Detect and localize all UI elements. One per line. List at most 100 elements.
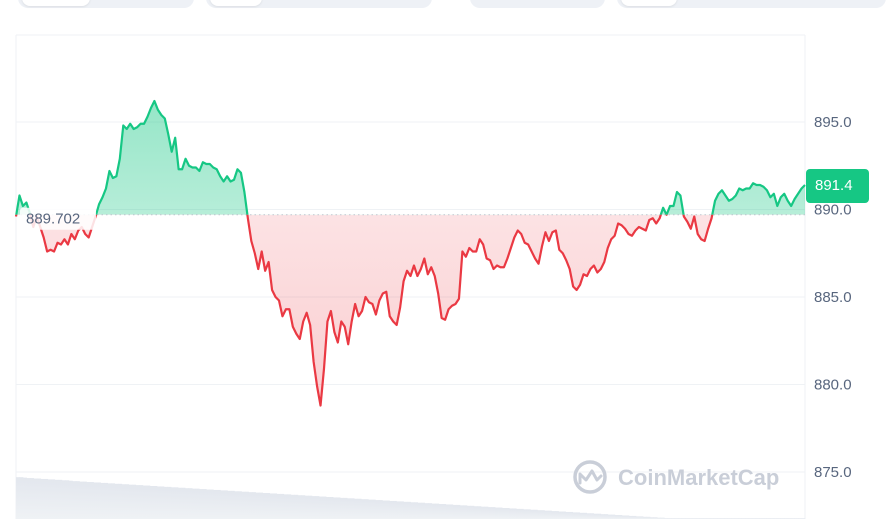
tab-group-middle[interactable] (206, 0, 432, 8)
volume-bar (287, 494, 292, 519)
volume-bar (255, 492, 260, 519)
volume-bar (276, 493, 281, 519)
volume-bar (579, 512, 584, 519)
volume-bar (72, 481, 77, 519)
volume-bar (487, 507, 492, 519)
volume-bar (357, 498, 362, 519)
volume-bar (368, 499, 373, 519)
volume-bar (58, 479, 63, 519)
volume-bar (459, 505, 464, 519)
volume-bar (178, 487, 182, 519)
y-tick-label: 875.0 (814, 464, 852, 481)
volume-bar (537, 510, 542, 519)
volume-bar (463, 505, 468, 519)
volume-bar (519, 508, 524, 519)
volume-bar (47, 479, 52, 519)
volume-bar (583, 512, 588, 519)
volume-bar (19, 477, 24, 519)
volume-bar (167, 486, 172, 519)
volume-bar (104, 482, 108, 519)
volume-bar (132, 484, 137, 519)
volume-bar (230, 490, 235, 519)
volume-bar (495, 507, 499, 519)
y-tick-label: 880.0 (814, 377, 852, 394)
volume-bar (329, 497, 334, 519)
volume-bar (280, 493, 285, 519)
tab-group-left[interactable] (18, 0, 194, 8)
volume-bar (530, 509, 535, 519)
volume-bar (227, 490, 232, 519)
time-range-tabs (0, 0, 886, 10)
volume-bar (216, 489, 221, 519)
volume-bar (442, 504, 447, 519)
volume-bar (354, 498, 359, 519)
volume-bar (37, 478, 42, 519)
volume-bar (181, 487, 186, 519)
reference-label-text: 889.702 (26, 211, 80, 228)
volume-bar (297, 495, 302, 519)
volume-bar (414, 502, 418, 519)
volume-bar (523, 509, 528, 519)
volume-bar (607, 514, 612, 519)
volume-bar (551, 511, 556, 519)
volume-bar (259, 492, 263, 519)
volume-bar (361, 499, 366, 519)
volume-bar (350, 498, 355, 519)
volume-bar (431, 503, 436, 519)
volume-bar (93, 482, 98, 519)
volume-bar (202, 489, 207, 519)
volume-bar (491, 507, 496, 519)
volume-bar (632, 515, 637, 519)
volume-bar (23, 477, 27, 519)
volume-bar (600, 514, 605, 519)
y-axis: 895.0 890.0 885.0 880.0 875.0 (814, 114, 852, 481)
volume-bar (611, 514, 616, 519)
volume-bar (456, 504, 461, 519)
volume-bar (445, 504, 450, 519)
volume-bar (614, 515, 619, 519)
volume-bar (410, 502, 415, 519)
volume-bar (428, 503, 433, 519)
volume-bar (336, 497, 341, 519)
volume-bar (188, 488, 193, 519)
volume-bar (502, 508, 507, 519)
volume-bar (364, 499, 369, 519)
tab-active-left[interactable] (22, 0, 90, 6)
volume-bar (382, 500, 387, 519)
volume-bar (174, 487, 179, 519)
volume-bar (139, 485, 144, 519)
volume-bar (473, 506, 478, 519)
volume-bar (111, 483, 116, 519)
volume-bar (604, 514, 609, 519)
volume-bar (54, 479, 59, 519)
volume-bar (251, 492, 256, 519)
volume-bar (540, 510, 545, 519)
volume-bar (294, 494, 299, 519)
tab-active-middle[interactable] (210, 0, 262, 6)
volume-bar (618, 515, 623, 519)
volume-bar (417, 502, 422, 519)
current-price-badge: 891.4 (806, 169, 869, 203)
area-fill-below-reference (16, 214, 805, 406)
y-tick-label: 885.0 (814, 289, 852, 306)
volume-bar (371, 499, 376, 519)
volume-bar (516, 508, 521, 519)
volume-bar (505, 508, 510, 519)
price-line-up (15, 99, 806, 215)
current-price-text: 891.4 (815, 177, 853, 194)
volume-bar (51, 479, 56, 519)
volume-bar (438, 504, 443, 519)
volume-bar (82, 481, 87, 519)
tab-group-right-1[interactable] (470, 0, 605, 8)
volume-bar (375, 500, 380, 519)
reference-label: 889.702 (20, 207, 96, 230)
volume-bar (512, 508, 517, 519)
volume-bar (526, 509, 531, 519)
volume-bar (572, 512, 577, 519)
volume-bar (65, 480, 70, 519)
tab-group-right-2[interactable] (617, 0, 886, 8)
tab-active-right[interactable] (621, 0, 677, 6)
volume-bar (421, 502, 425, 519)
volume-bar (149, 486, 154, 519)
